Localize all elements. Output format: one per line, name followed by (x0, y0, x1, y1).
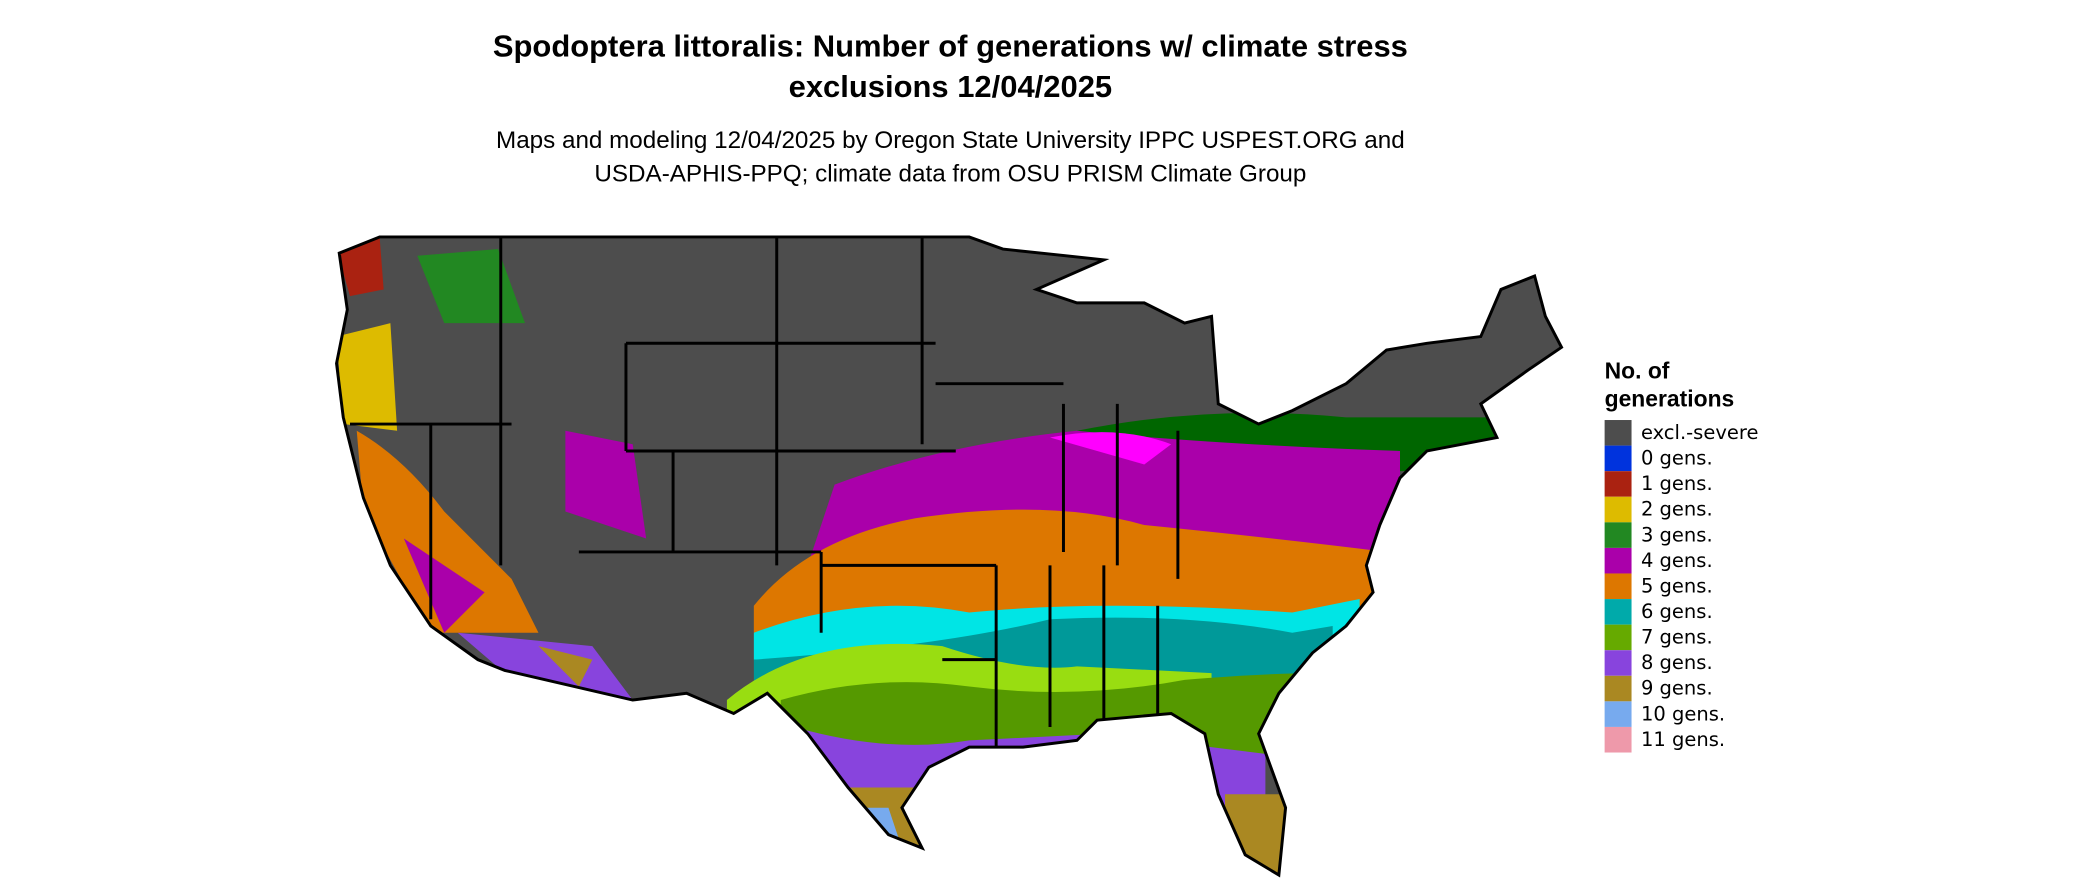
legend-swatch (1604, 420, 1632, 446)
legend-swatch (1604, 445, 1632, 472)
legend-label: 11 gens. (1641, 728, 1725, 751)
legend-label: 10 gens. (1641, 702, 1725, 725)
header: Spodoptera littoralis: Number of generat… (493, 29, 1408, 188)
legend-label: 0 gens. (1641, 447, 1713, 470)
legend-swatch (1604, 522, 1632, 548)
legend-label: 5 gens. (1641, 574, 1713, 597)
legend-label: 7 gens. (1641, 626, 1713, 649)
legend-swatch (1604, 547, 1632, 574)
legend-swatch (1604, 675, 1632, 702)
state-borders (350, 236, 1180, 748)
legend-swatch (1604, 726, 1632, 753)
legend-label: 8 gens. (1641, 651, 1713, 674)
legend-swatch (1604, 624, 1632, 651)
legend-swatch (1604, 573, 1632, 600)
legend-label: 4 gens. (1641, 549, 1713, 572)
legend-label: 3 gens. (1641, 523, 1713, 546)
legend-swatch (1604, 701, 1632, 727)
map (335, 235, 1564, 877)
title-line: exclusions 12/04/2025 (789, 69, 1113, 104)
legend-label: 1 gens. (1641, 472, 1713, 495)
subtitle-line: USDA-APHIS-PPQ; climate data from OSU PR… (594, 161, 1306, 188)
legend: No. of generations excl.-severe 0 gens.1 … (1604, 357, 1759, 753)
subtitle-line: Maps and modeling 12/04/2025 by Oregon S… (496, 127, 1405, 154)
legend-label: 6 gens. (1641, 600, 1713, 623)
title-line: Spodoptera littoralis: Number of generat… (493, 29, 1408, 64)
legend-label: 2 gens. (1641, 498, 1713, 521)
legend-label: 9 gens. (1641, 677, 1713, 700)
legend-swatch (1604, 471, 1632, 497)
legend-title: No. of (1605, 357, 1670, 383)
legend-label: excl.-severe (1641, 421, 1759, 444)
legend-title: generations (1605, 386, 1735, 412)
legend-swatch (1604, 650, 1632, 676)
legend-swatch (1604, 496, 1632, 523)
legend-swatch (1604, 599, 1632, 625)
